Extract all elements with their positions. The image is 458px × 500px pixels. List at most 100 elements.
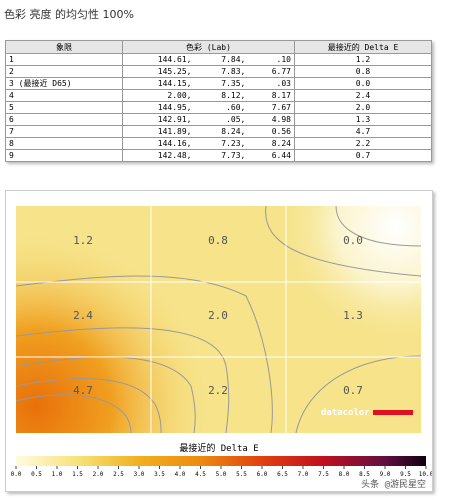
table-cell: 0.8 (294, 65, 432, 78)
table-cell: 145.25, (122, 65, 195, 78)
cell-label: 0.0 (343, 234, 363, 247)
cell-label: 4.7 (73, 384, 93, 397)
colorbar-label: 7.5 (318, 471, 329, 478)
colorbar-label: 4.0 (175, 471, 186, 478)
table-row: 2 145.25, 7.83, 6.77 0.8 (5, 65, 432, 78)
table-cell: 6.77 (248, 65, 295, 78)
colorbar-label: 6.5 (277, 471, 288, 478)
table-cell: 2.00, (122, 89, 195, 102)
table-cell: 0.0 (294, 77, 432, 90)
table-cell: 7.23, (194, 137, 249, 150)
cell-label: 1.3 (343, 309, 363, 322)
table-body: 1 144.61, 7.84, .10 1.2 2 145.25, 7.83, 6.77 0.8 3… (5, 53, 432, 162)
cell-label: 2.4 (73, 309, 93, 322)
colorbar-label: 1.5 (72, 471, 83, 478)
table-cell: 3 (最接近 D65) (5, 77, 123, 90)
table-cell: 1.2 (294, 53, 432, 66)
colorbar (16, 456, 426, 466)
heatmap-frame: 1.2 0.8 0.0 2.4 2.0 1.3 4.7 2.2 0.7 datacolor 最接… (5, 190, 434, 492)
table-cell: 8.24, (194, 125, 249, 138)
colorbar-label: 10.0 (419, 471, 432, 478)
table-cell: 7.67 (248, 101, 295, 114)
table-row: 8 144.16, 7.23, 8.24 2.2 (5, 137, 432, 150)
colorbar-label: 6.0 (257, 471, 268, 478)
table-row: 9 142.48, 7.73, 6.44 0.7 (5, 149, 432, 162)
table-cell: 8.17 (248, 89, 295, 102)
table-row: 5 144.95, .60, 7.67 2.0 (5, 101, 432, 114)
table-cell: 144.15, (122, 77, 195, 90)
column-header: 最接近的 Delta E (294, 40, 432, 54)
colorbar-label: 1.0 (52, 471, 63, 478)
table-cell: 4.7 (294, 125, 432, 138)
cell-label: 0.8 (208, 234, 228, 247)
table-cell: 144.95, (122, 101, 195, 114)
colorbar-label: 5.0 (216, 471, 227, 478)
logo: datacolor (321, 408, 370, 418)
heatmap-shade (16, 206, 421, 433)
table-row: 6 142.91, .05, 4.98 1.3 (5, 113, 432, 126)
table-cell: .05, (194, 113, 249, 126)
table-row: 4 2.00, 8.12, 8.17 2.4 (5, 89, 432, 102)
colorbar-label: 4.5 (195, 471, 206, 478)
table-cell: 2.2 (294, 137, 432, 150)
table-cell: 7.73, (194, 149, 249, 162)
colorbar-label: 2.0 (93, 471, 104, 478)
table-cell: 0.7 (294, 149, 432, 162)
colorbar-label: 5.5 (236, 471, 247, 478)
table-cell: 8.24 (248, 137, 295, 150)
table-cell: 141.89, (122, 125, 195, 138)
colorbar-label: 2.5 (113, 471, 124, 478)
colorbar-label: 0.5 (31, 471, 42, 478)
table-cell: 1.3 (294, 113, 432, 126)
colorbar-label: 3.5 (154, 471, 165, 478)
uniformity-table: 象限 色彩 (Lab) 最接近的 Delta E 1 144.61, 7.84, .1… (5, 40, 432, 162)
page-title: 色彩 亮度 的均匀性 100% (4, 8, 134, 21)
table-cell: 4.98 (248, 113, 295, 126)
table-cell: 7.35, (194, 77, 249, 90)
header-row: 象限 色彩 (Lab) 最接近的 Delta E (5, 40, 432, 54)
watermark: 头条 @游民星空 (361, 478, 426, 490)
column-header: 色彩 (Lab) (122, 40, 295, 54)
colorbar-label: 0.0 (11, 471, 22, 478)
table-cell: .10 (248, 53, 295, 66)
colorbar-label: 7.0 (298, 471, 309, 478)
table-cell: 6 (5, 113, 123, 126)
legend-title: 最接近的 Delta E (179, 442, 258, 454)
table-cell: .60, (194, 101, 249, 114)
table-cell: 144.16, (122, 137, 195, 150)
cell-label: 0.7 (343, 384, 363, 397)
table-cell: 5 (5, 101, 123, 114)
column-header: 象限 (5, 40, 123, 54)
table-cell: 142.48, (122, 149, 195, 162)
table-row: 1 144.61, 7.84, .10 1.2 (5, 53, 432, 66)
grid (16, 206, 421, 433)
table-cell: 6.44 (248, 149, 295, 162)
table-row: 3 (最接近 D65) 144.15, 7.35, .03 0.0 (5, 77, 432, 90)
table-cell: .03 (248, 77, 295, 90)
table-cell: 7.84, (194, 53, 249, 66)
cell-label: 2.2 (208, 384, 228, 397)
table-cell: 2.4 (294, 89, 432, 102)
table-cell: 8.12, (194, 89, 249, 102)
table-cell: 144.61, (122, 53, 195, 66)
logo-bar (373, 410, 413, 415)
table-cell: 2 (5, 65, 123, 78)
table-row: 7 141.89, 8.24, 0.56 4.7 (5, 125, 432, 138)
contours (15, 205, 422, 434)
colorbar-label: 8.5 (359, 471, 370, 478)
heatmap: 1.2 0.8 0.0 2.4 2.0 1.3 4.7 2.2 0.7 datacolor 最接… (11, 205, 434, 490)
colorbar-label: 3.0 (134, 471, 145, 478)
colorbar-label: 9.0 (380, 471, 391, 478)
table-cell: 142.91, (122, 113, 195, 126)
colorbar-label: 8.0 (339, 471, 350, 478)
cell-label: 2.0 (208, 309, 228, 322)
colorbar-label: 9.5 (400, 471, 411, 478)
table-cell: 9 (5, 149, 123, 162)
table-cell: 7.83, (194, 65, 249, 78)
cell-label: 1.2 (73, 234, 93, 247)
table-cell: 0.56 (248, 125, 295, 138)
table-cell: 4 (5, 89, 123, 102)
table-cell: 2.0 (294, 101, 432, 114)
table-cell: 7 (5, 125, 123, 138)
